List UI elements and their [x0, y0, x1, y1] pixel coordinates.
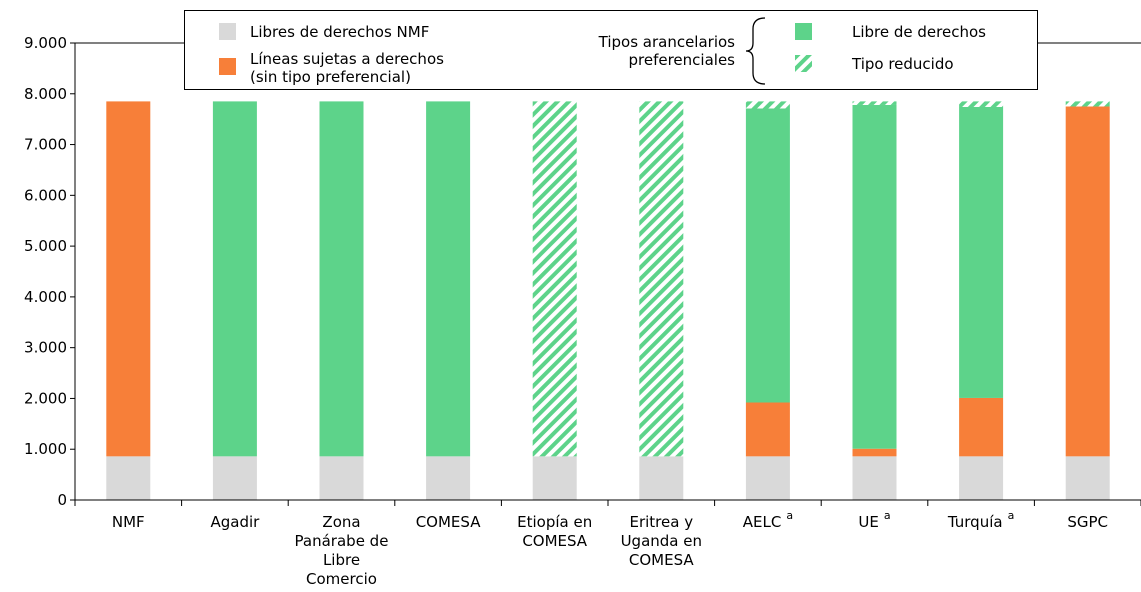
- x-category-label: Agadir: [210, 513, 260, 531]
- y-tick-label: 8.000: [24, 85, 67, 103]
- legend-item-pref-reduced: Tipo reducido: [795, 55, 954, 73]
- y-tick-label: 7.000: [24, 136, 67, 154]
- bar-segment-pref_free-7: [852, 104, 897, 449]
- bar-segment-mfn_free-5: [639, 456, 684, 500]
- bar-segment-pref_free-6: [745, 108, 790, 403]
- bar-segment-mfn_free-1: [212, 456, 257, 500]
- legend-item-pref-free: Libre de derechos: [795, 23, 986, 41]
- bar-segment-mfn_free-0: [106, 456, 151, 500]
- bar-segment-pref_reduced-4: [532, 101, 577, 457]
- bars: [106, 101, 1110, 500]
- legend: Libres de derechos NMF Líneas sujetas a …: [184, 10, 1038, 90]
- bar-segment-mfn_free-4: [532, 456, 577, 500]
- bar-segment-pref_reduced-7: [852, 101, 897, 105]
- bar-segment-mfn_free-7: [852, 456, 897, 500]
- bar-segment-mfn_free-8: [959, 456, 1004, 500]
- bar-segment-pref_free-2: [319, 101, 364, 457]
- legend-label: Líneas sujetas a derechos (sin tipo pref…: [250, 50, 444, 86]
- x-category-label: SGPC: [1067, 513, 1108, 531]
- y-tick-label: 9.000: [24, 34, 67, 52]
- bar-segment-pref_free-8: [959, 106, 1004, 398]
- y-tick-label: 2.000: [24, 389, 67, 407]
- legend-swatch-grey: [219, 23, 236, 40]
- x-category-label: NMF: [112, 513, 145, 531]
- y-tick-label: 4.000: [24, 288, 67, 306]
- legend-label: Libres de derechos NMF: [250, 23, 430, 41]
- legend-swatch-orange: [219, 58, 236, 75]
- bar-segment-dutiable-7: [852, 448, 897, 457]
- legend-item-mfn-free: Libres de derechos NMF: [219, 23, 429, 41]
- legend-brace: [745, 17, 766, 85]
- x-category-label: COMESA: [416, 513, 481, 531]
- bar-segment-mfn_free-9: [1065, 456, 1110, 500]
- bar-segment-pref_reduced-6: [745, 101, 790, 109]
- legend-item-dutiable: Líneas sujetas a derechos (sin tipo pref…: [219, 50, 444, 86]
- legend-label: Tipo reducido: [852, 55, 954, 73]
- y-tick-label: 6.000: [24, 186, 67, 204]
- bar-segment-dutiable-0: [106, 101, 151, 457]
- x-category-label: Etiopía en COMESA: [517, 513, 592, 550]
- bar-segment-pref_reduced-9: [1065, 101, 1110, 107]
- bar-segment-pref_free-1: [212, 101, 257, 457]
- bar-segment-mfn_free-2: [319, 456, 364, 500]
- y-tick-label: 3.000: [24, 339, 67, 357]
- bar-segment-pref_free-3: [426, 101, 471, 457]
- bar-segment-mfn_free-3: [426, 456, 471, 500]
- legend-swatch-hatched-green: [795, 55, 812, 72]
- bar-segment-dutiable-6: [745, 402, 790, 457]
- y-tick-label: 5.000: [24, 237, 67, 255]
- bar-segment-pref_reduced-8: [959, 101, 1004, 107]
- legend-label: Libre de derechos: [852, 23, 986, 41]
- x-category-label: UE a: [858, 509, 890, 531]
- bar-segment-pref_reduced-5: [639, 101, 684, 457]
- x-category-label: AELC a: [743, 509, 793, 531]
- axes: 0 1.000 2.000 3.000 4.000 5.000 6.000 7.000 8.00…: [24, 34, 1141, 588]
- bar-segment-dutiable-8: [959, 397, 1004, 457]
- legend-group-label: Tipos arancelarios preferenciales: [598, 33, 735, 69]
- y-tick-label: 1.000: [24, 440, 67, 458]
- bar-segment-dutiable-9: [1065, 106, 1110, 457]
- bar-segment-mfn_free-6: [745, 456, 790, 500]
- x-category-label: Zona Panárabe de Libre Comercio: [295, 513, 389, 588]
- y-tick-label: 0: [57, 491, 67, 509]
- x-category-label: Eritrea y Uganda en COMESA: [621, 513, 702, 569]
- legend-swatch-green: [795, 23, 812, 40]
- x-category-label: Turquía a: [947, 509, 1014, 531]
